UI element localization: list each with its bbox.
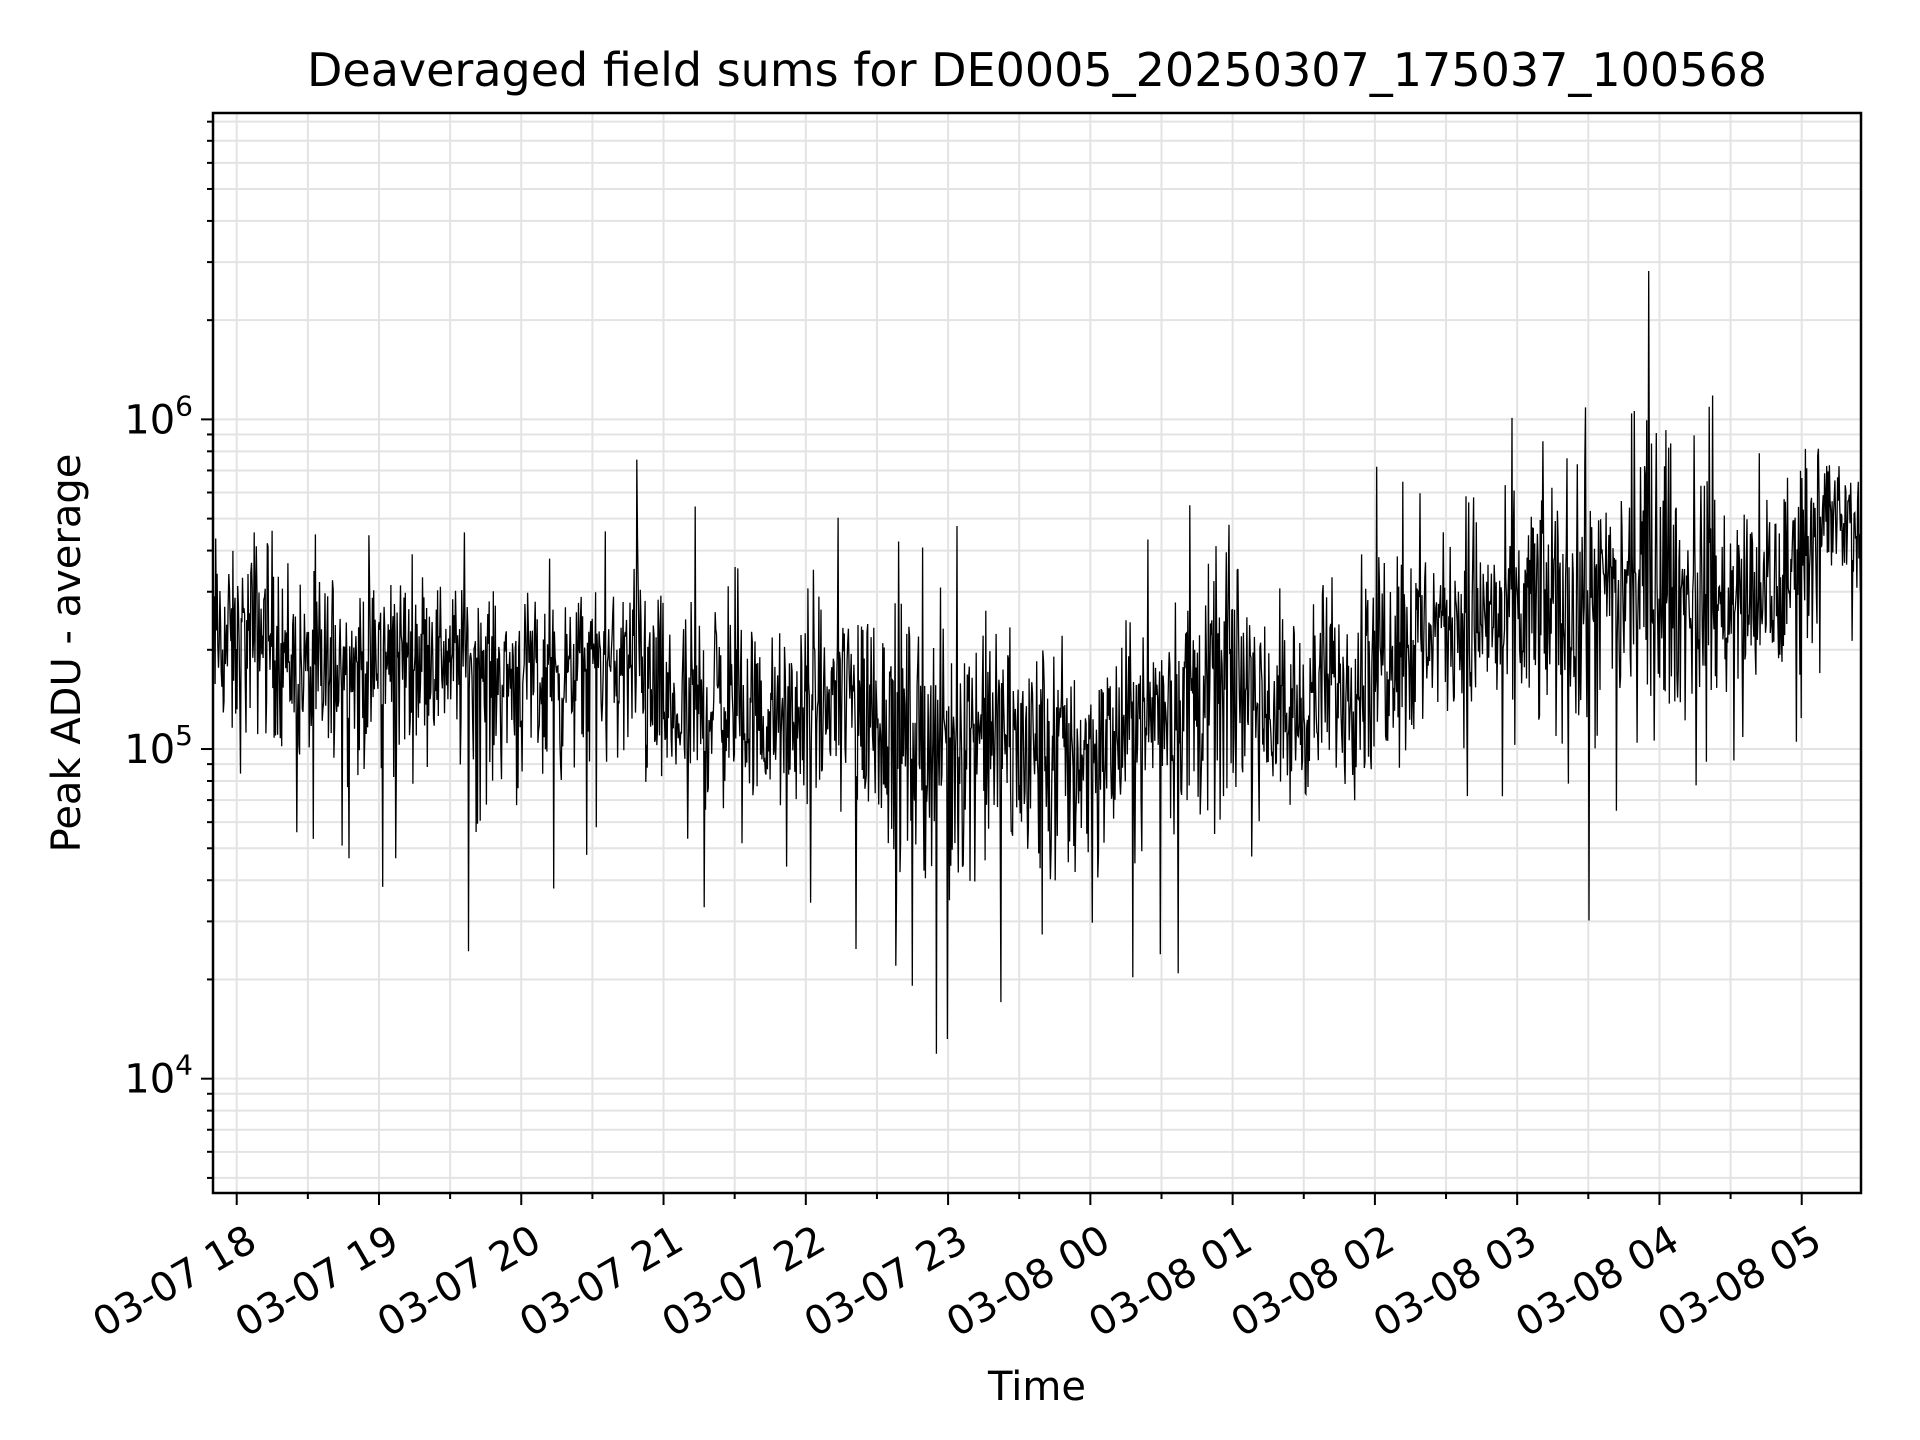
y-tick-base: 10: [124, 397, 175, 443]
x-tick-label: 03-07 19: [228, 1217, 407, 1347]
x-tick-label: 03-07 22: [654, 1217, 833, 1347]
y-tick-exponent: 5: [175, 719, 193, 752]
plot-frame: [211, 111, 1863, 1195]
y-tick-label: 106: [124, 389, 193, 443]
x-tick-label: 03-08 03: [1366, 1217, 1545, 1347]
x-tick-label: 03-07 18: [85, 1217, 264, 1347]
x-tick-label: 03-08 01: [1081, 1217, 1260, 1347]
x-tick-label: 03-08 00: [939, 1217, 1118, 1347]
y-tick-exponent: 6: [175, 389, 193, 422]
series-layer: [213, 270, 1861, 1054]
x-tick-label: 03-07 21: [512, 1217, 691, 1347]
series-line: [213, 270, 1861, 1054]
y-tick-base: 10: [124, 727, 175, 773]
y-tick-label: 104: [124, 1049, 193, 1103]
x-tick-label: 03-08 02: [1224, 1217, 1403, 1347]
x-tick-label: 03-07 23: [797, 1217, 976, 1347]
x-tick-label: 03-08 05: [1650, 1217, 1829, 1347]
y-tick-exponent: 4: [175, 1049, 193, 1082]
y-axis-label: Peak ADU - average: [44, 454, 90, 853]
y-tick-base: 10: [124, 1057, 175, 1103]
x-tick-label: 03-08 04: [1508, 1217, 1687, 1347]
y-tick-label: 105: [124, 719, 193, 773]
x-tick-label: 03-07 20: [370, 1217, 549, 1347]
x-axis-label: Time: [987, 1364, 1086, 1410]
chart-title: Deaveraged field sums for DE0005_2025030…: [307, 43, 1767, 97]
